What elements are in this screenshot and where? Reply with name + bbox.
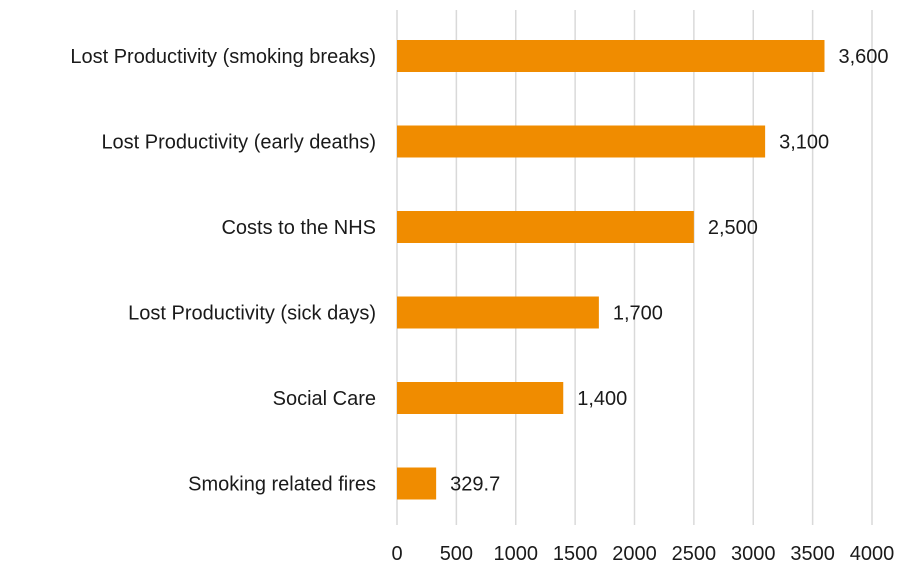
- category-labels: Lost Productivity (smoking breaks) Lost P…: [70, 46, 376, 496]
- x-tick-label: 3000: [731, 543, 776, 565]
- x-axis-tick-labels: 0 500 1000 1500 2000 2500 3000 3500 4000: [391, 543, 894, 565]
- bar: [397, 211, 694, 243]
- grid-lines: [396, 10, 873, 525]
- data-label: 2,500: [708, 217, 758, 239]
- x-tick-label: 4000: [850, 543, 895, 565]
- category-label: Social Care: [273, 388, 376, 410]
- x-tick-label: 2000: [612, 543, 657, 565]
- bar: [397, 125, 766, 158]
- bar: [397, 467, 437, 500]
- category-label: Lost Productivity (sick days): [128, 303, 376, 325]
- data-labels: 3,600 3,100 2,500 1,700 1,400 329.7: [450, 46, 888, 496]
- x-tick-label: 0: [391, 543, 402, 565]
- data-label: 1,400: [577, 388, 627, 410]
- x-tick-label: 1500: [553, 543, 598, 565]
- data-label: 1,700: [613, 303, 663, 325]
- x-tick-label: 1000: [494, 543, 539, 565]
- category-label: Smoking related fires: [188, 474, 376, 496]
- data-label: 329.7: [450, 474, 500, 496]
- bar: [397, 382, 564, 414]
- bars: [397, 40, 825, 500]
- bar: [397, 296, 599, 329]
- x-tick-label: 500: [440, 543, 473, 565]
- category-label: Lost Productivity (early deaths): [101, 132, 376, 154]
- x-tick-label: 3500: [790, 543, 835, 565]
- data-label: 3,600: [839, 46, 889, 68]
- category-label: Lost Productivity (smoking breaks): [70, 46, 376, 68]
- data-label: 3,100: [779, 132, 829, 154]
- category-label: Costs to the NHS: [221, 217, 376, 239]
- bar: [397, 40, 825, 72]
- x-tick-label: 2500: [672, 543, 717, 565]
